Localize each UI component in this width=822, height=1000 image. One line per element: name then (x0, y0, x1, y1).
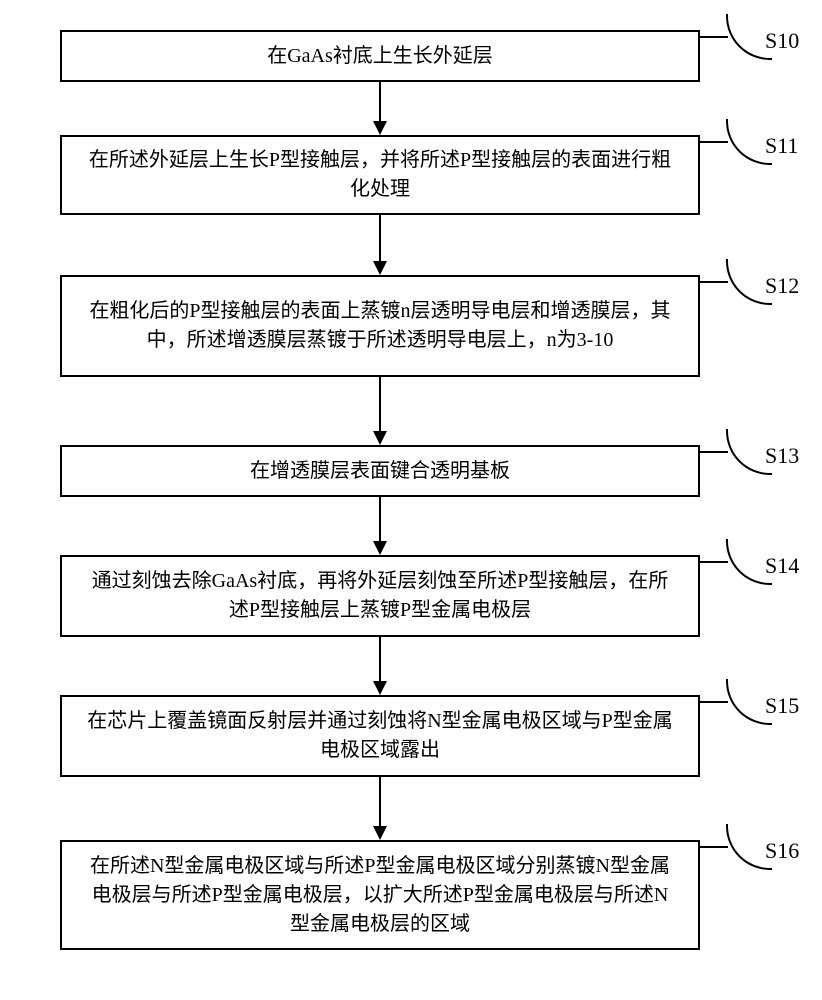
arrow-s15-s16 (379, 777, 381, 826)
label-connector-s14 (700, 561, 728, 563)
arrow-head-s12-s13 (373, 431, 387, 445)
step-text-s14: 通过刻蚀去除GaAs衬底，再将外延层刻蚀至所述P型接触层，在所述P型接触层上蒸镀… (82, 567, 678, 625)
label-connector-s11 (700, 141, 728, 143)
arrow-s13-s14 (379, 497, 381, 541)
label-curve-s12 (726, 259, 772, 305)
step-box-s16: 在所述N型金属电极区域与所述P型金属电极区域分别蒸镀N型金属电极层与所述P型金属… (60, 840, 700, 950)
step-box-s10: 在GaAs衬底上生长外延层 (60, 30, 700, 82)
arrow-head-s14-s15 (373, 681, 387, 695)
step-box-s15: 在芯片上覆盖镜面反射层并通过刻蚀将N型金属电极区域与P型金属电极区域露出 (60, 695, 700, 777)
label-curve-s13 (726, 429, 772, 475)
label-connector-s13 (700, 451, 728, 453)
arrow-s12-s13 (379, 377, 381, 431)
label-connector-s16 (700, 846, 728, 848)
step-text-s16: 在所述N型金属电极区域与所述P型金属电极区域分别蒸镀N型金属电极层与所述P型金属… (82, 852, 678, 939)
label-curve-s10 (726, 14, 772, 60)
step-text-s13: 在增透膜层表面键合透明基板 (250, 457, 510, 486)
step-box-s12: 在粗化后的P型接触层的表面上蒸镀n层透明导电层和增透膜层，其中，所述增透膜层蒸镀… (60, 275, 700, 377)
arrow-s10-s11 (379, 82, 381, 121)
label-connector-s12 (700, 281, 728, 283)
arrow-s11-s12 (379, 215, 381, 261)
arrow-head-s13-s14 (373, 541, 387, 555)
step-text-s11: 在所述外延层上生长P型接触层，并将所述P型接触层的表面进行粗化处理 (82, 146, 678, 204)
step-box-s13: 在增透膜层表面键合透明基板 (60, 445, 700, 497)
label-curve-s11 (726, 119, 772, 165)
label-curve-s16 (726, 824, 772, 870)
step-text-s10: 在GaAs衬底上生长外延层 (267, 42, 493, 71)
step-box-s14: 通过刻蚀去除GaAs衬底，再将外延层刻蚀至所述P型接触层，在所述P型接触层上蒸镀… (60, 555, 700, 637)
label-connector-s10 (700, 36, 728, 38)
arrow-head-s15-s16 (373, 826, 387, 840)
label-curve-s15 (726, 679, 772, 725)
label-connector-s15 (700, 701, 728, 703)
label-curve-s14 (726, 539, 772, 585)
step-text-s15: 在芯片上覆盖镜面反射层并通过刻蚀将N型金属电极区域与P型金属电极区域露出 (82, 707, 678, 765)
arrow-s14-s15 (379, 637, 381, 681)
step-box-s11: 在所述外延层上生长P型接触层，并将所述P型接触层的表面进行粗化处理 (60, 135, 700, 215)
arrow-head-s10-s11 (373, 121, 387, 135)
step-text-s12: 在粗化后的P型接触层的表面上蒸镀n层透明导电层和增透膜层，其中，所述增透膜层蒸镀… (82, 297, 678, 355)
arrow-head-s11-s12 (373, 261, 387, 275)
